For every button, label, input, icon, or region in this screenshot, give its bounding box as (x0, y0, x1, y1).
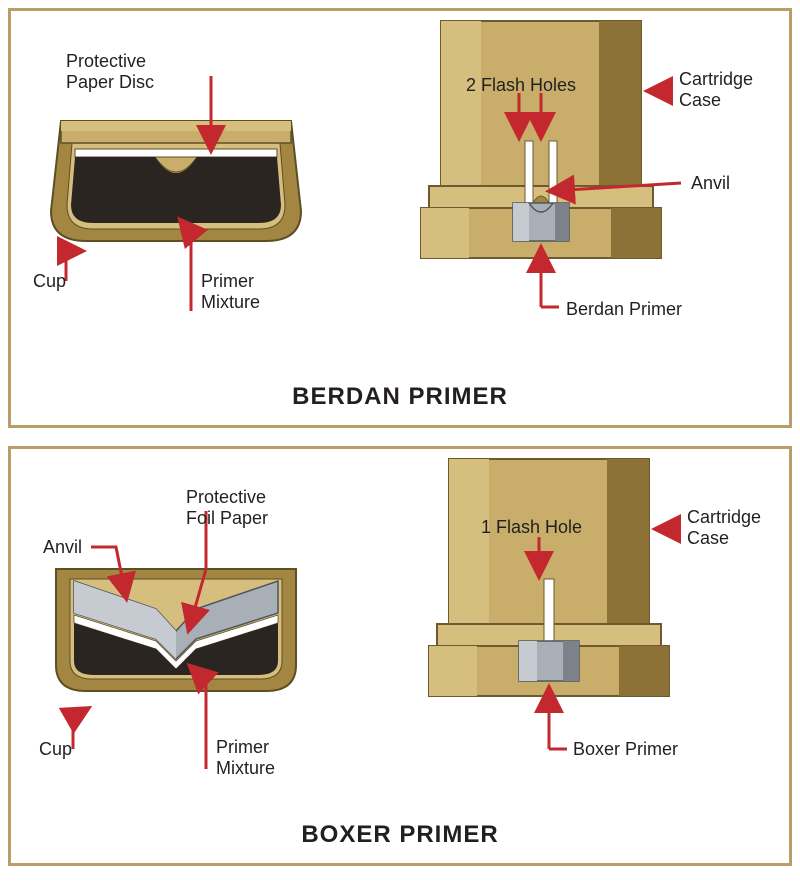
berdan-title: BERDAN PRIMER (11, 383, 789, 411)
label-boxer-primer: Boxer Primer (573, 739, 678, 760)
label-primer-mixture: PrimerMixture (201, 271, 260, 312)
boxer-title: BOXER PRIMER (11, 821, 789, 849)
label-berdan-primer: Berdan Primer (566, 299, 682, 320)
label-foil-paper: ProtectiveFoil Paper (186, 487, 268, 528)
berdan-panel: ProtectivePaper Disc Cup PrimerMixture 2… (8, 8, 792, 428)
label-anvil: Anvil (691, 173, 730, 194)
boxer-panel: Anvil ProtectiveFoil Paper Cup PrimerMix… (8, 446, 792, 866)
label-cup-boxer: Cup (39, 739, 72, 760)
label-cartridge-case: CartridgeCase (679, 69, 753, 110)
label-flash-hole: 1 Flash Hole (481, 517, 582, 538)
label-cup: Cup (33, 271, 66, 292)
label-paper-disc: ProtectivePaper Disc (66, 51, 154, 92)
label-cartridge-case-boxer: CartridgeCase (687, 507, 761, 548)
label-anvil-boxer: Anvil (43, 537, 82, 558)
label-flash-holes: 2 Flash Holes (466, 75, 576, 96)
label-primer-mixture-boxer: PrimerMixture (216, 737, 275, 778)
